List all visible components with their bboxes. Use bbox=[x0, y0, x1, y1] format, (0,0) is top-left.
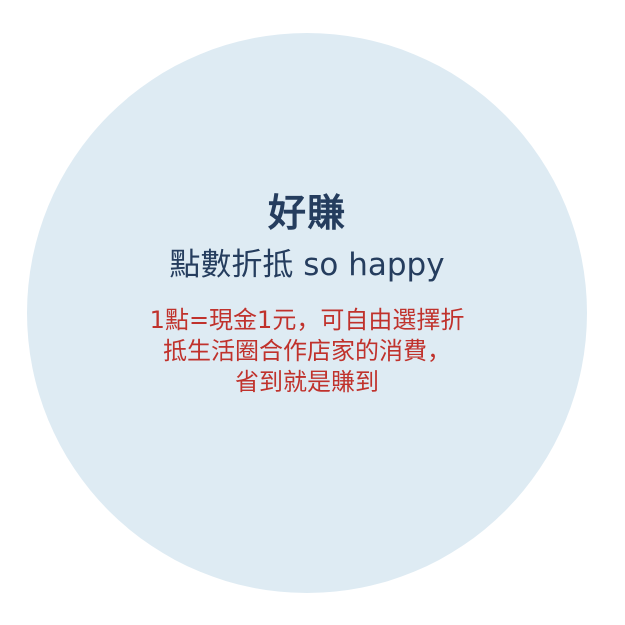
feature-card: 好賺 點數折抵 so happy 1點=現金1元，可自由選擇折 抵生活圈合作店家… bbox=[27, 33, 587, 593]
description-line: 1點=現金1元，可自由選擇折 bbox=[149, 306, 465, 334]
feature-description: 1點=現金1元，可自由選擇折 抵生活圈合作店家的消費， 省到就是賺到 bbox=[107, 305, 507, 398]
description-line: 省到就是賺到 bbox=[235, 368, 379, 396]
description-line: 抵生活圈合作店家的消費， bbox=[163, 337, 451, 365]
feature-title: 好賺 bbox=[267, 191, 346, 235]
background-circle bbox=[27, 33, 587, 593]
feature-subtitle: 點數折抵 so happy bbox=[169, 247, 445, 283]
